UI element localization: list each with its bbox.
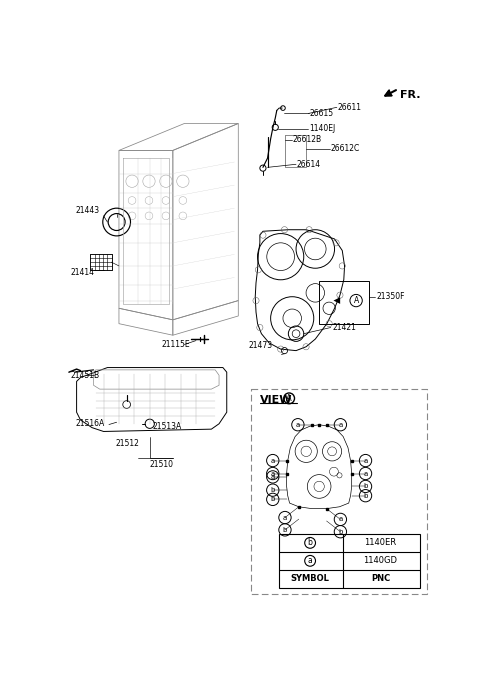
Text: 21513A: 21513A bbox=[152, 422, 181, 431]
Text: 1140GD: 1140GD bbox=[363, 556, 397, 565]
Text: a: a bbox=[271, 458, 275, 464]
Text: b: b bbox=[363, 493, 368, 499]
Text: b: b bbox=[271, 496, 275, 502]
Text: PNC: PNC bbox=[371, 575, 390, 583]
Text: 21414: 21414 bbox=[71, 268, 95, 276]
Text: 1140ER: 1140ER bbox=[364, 538, 396, 548]
Text: 26612B: 26612B bbox=[293, 135, 322, 144]
Text: b: b bbox=[338, 529, 343, 535]
Text: a: a bbox=[283, 514, 287, 521]
Text: 21421: 21421 bbox=[332, 323, 356, 332]
Text: 21510: 21510 bbox=[150, 460, 174, 469]
Text: FR.: FR. bbox=[400, 91, 420, 100]
Text: 21473: 21473 bbox=[248, 341, 272, 349]
Text: b: b bbox=[283, 527, 287, 533]
Text: SYMBOL: SYMBOL bbox=[291, 575, 330, 583]
Text: 26612C: 26612C bbox=[331, 145, 360, 153]
Text: b: b bbox=[271, 487, 275, 493]
Text: 26611: 26611 bbox=[337, 103, 361, 112]
Text: b: b bbox=[363, 483, 368, 489]
Text: a: a bbox=[296, 422, 300, 428]
Text: a: a bbox=[271, 470, 275, 477]
Text: 26614: 26614 bbox=[297, 160, 321, 169]
Bar bbox=[90, 254, 112, 270]
Text: a: a bbox=[363, 458, 368, 464]
Text: a: a bbox=[338, 516, 343, 523]
Text: b: b bbox=[308, 538, 312, 548]
Text: a: a bbox=[363, 470, 368, 477]
Text: a: a bbox=[338, 422, 343, 428]
Text: A: A bbox=[353, 296, 359, 305]
Text: 21350F: 21350F bbox=[377, 292, 406, 301]
Text: 26615: 26615 bbox=[310, 109, 334, 118]
Text: A: A bbox=[286, 394, 292, 403]
Text: 21451B: 21451B bbox=[71, 370, 99, 380]
Text: a: a bbox=[308, 556, 312, 565]
Text: 21516A: 21516A bbox=[75, 419, 104, 429]
Text: VIEW: VIEW bbox=[260, 395, 292, 405]
Bar bbox=[279, 534, 420, 587]
Text: 1140EJ: 1140EJ bbox=[309, 124, 336, 133]
Text: 21115E: 21115E bbox=[161, 340, 190, 349]
Text: 21512: 21512 bbox=[115, 439, 139, 448]
Text: a: a bbox=[271, 474, 275, 480]
Text: 21443: 21443 bbox=[75, 206, 99, 215]
